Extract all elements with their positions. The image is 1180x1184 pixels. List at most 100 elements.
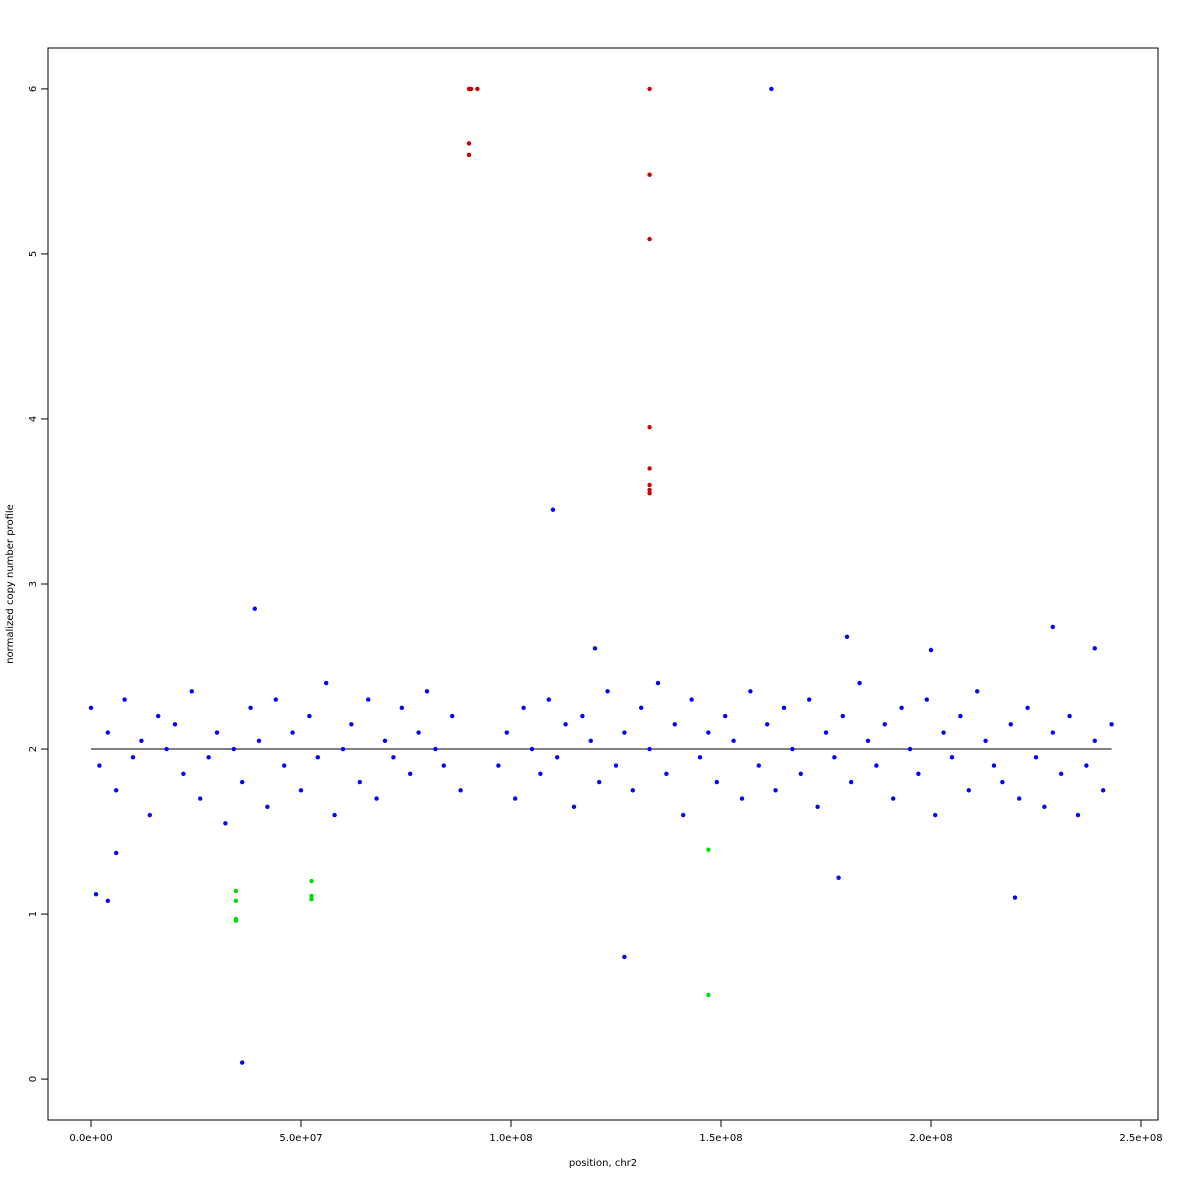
point [233,898,239,904]
point [1109,722,1114,727]
point [309,896,314,902]
point [756,763,761,768]
point [408,771,413,776]
point [798,771,803,776]
point [391,755,396,760]
point [538,771,543,776]
point [857,680,862,686]
point [630,788,635,793]
point [240,779,245,785]
point [622,954,627,960]
point [546,697,551,702]
point [966,788,971,793]
point [181,771,186,776]
point [689,697,694,702]
point [706,992,711,998]
point [340,746,346,752]
point [571,804,577,809]
point [233,918,239,923]
point [890,796,896,801]
x-tick-label: 1.5e+08 [699,1133,742,1144]
point [416,730,421,735]
point [647,491,652,496]
point [139,738,144,743]
point [214,730,220,735]
point [706,847,711,852]
point [441,763,447,768]
point [748,689,753,694]
point [1092,646,1097,651]
point [647,466,652,471]
point [647,86,652,92]
point [580,713,585,719]
point [309,893,314,899]
point [773,788,778,793]
y-tick-label: 3 [28,581,39,587]
point [475,86,480,92]
point [647,236,652,242]
point [806,697,812,702]
point [672,722,677,727]
point [513,796,518,801]
point [958,713,963,719]
point [1050,730,1055,735]
point [874,763,879,768]
point [899,705,904,710]
point [974,689,980,694]
point [949,755,955,760]
point [731,738,736,743]
point [164,746,169,752]
point [1012,895,1018,900]
point [622,730,627,735]
point [366,697,371,702]
y-tick-label: 0 [28,1076,39,1082]
x-tick-label: 2.0e+08 [909,1133,952,1144]
point [680,812,686,818]
point [781,705,787,710]
point [790,746,795,752]
point [647,487,652,493]
point [357,779,363,785]
point [105,898,111,904]
point [233,888,239,894]
point [924,697,929,702]
y-tick-label: 1 [28,911,39,917]
point [739,796,745,801]
point [840,713,845,719]
point [554,755,560,760]
point [865,738,871,743]
point [189,689,195,694]
point [832,755,837,760]
point [198,796,203,801]
point [172,722,178,727]
point [941,730,946,735]
x-tick-label: 2.5e+08 [1119,1133,1162,1144]
point [382,738,388,743]
point [468,86,474,92]
point [93,892,99,897]
point [714,779,719,785]
point [1058,771,1064,776]
point [848,779,854,785]
point [588,738,593,743]
point [647,172,652,177]
point [273,697,279,702]
point [240,1060,245,1065]
point [458,788,463,793]
y-tick-label: 5 [28,251,39,257]
point [88,705,94,710]
point [1000,779,1005,785]
point [596,779,602,785]
point [307,713,312,719]
point [466,152,472,158]
point [496,763,501,768]
point [114,788,119,793]
point [1075,812,1081,818]
point [638,705,644,710]
point [932,812,938,818]
point [252,606,258,611]
y-tick-label: 2 [28,746,39,752]
point [844,634,850,640]
y-axis-label: normalized copy number profile [5,504,16,664]
point [315,755,321,760]
